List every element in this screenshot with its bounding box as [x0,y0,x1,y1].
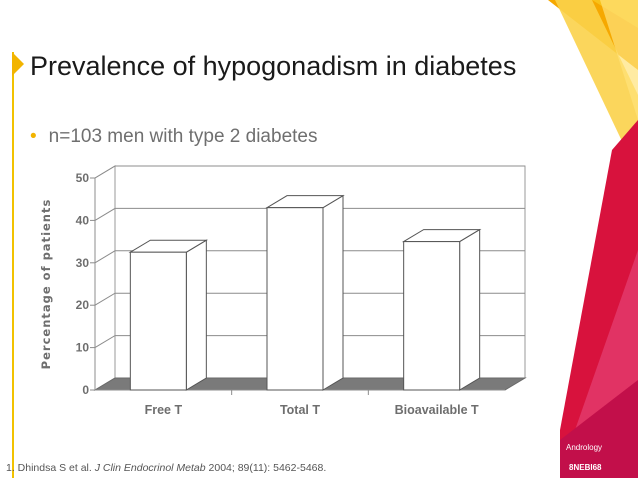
y-tick-label: 0 [82,383,89,397]
x-category-label: Bioavailable T [395,403,479,417]
gridline [94,335,525,349]
footnote: 1. Dhindsa S et al. J Clin Endocrinol Me… [6,462,326,474]
footnote-prefix: 1. Dhindsa S et al. [6,462,95,474]
left-rule [12,52,14,478]
bar-side [185,239,207,391]
bullet-text: n=103 men with type 2 diabetes [48,126,318,147]
x-category-label: Free T [145,403,183,417]
chart-side-wall [94,165,116,391]
title-arrow-icon [12,52,24,76]
bar-side [459,228,481,391]
slide-title: Prevalence of hypogonadism in diabetes [30,51,517,81]
y-axis-label: Percentage of patients [39,199,53,370]
bullet-point: • n=103 men with type 2 diabetes [30,126,317,148]
y-tick-label: 10 [76,341,90,355]
gridline [94,207,525,221]
y-tick-label: 30 [76,256,90,270]
gridline [94,165,525,179]
gridline [94,292,525,306]
bullet-dot-icon: • [30,126,37,147]
y-tick-label: 50 [76,171,90,185]
brand-label: Andrology [566,443,603,452]
footnote-journal: J Clin Endocrinol Metab [94,462,206,474]
brand-code: 8NEBI68 [569,463,602,472]
bar-side [322,194,344,391]
y-tick-label: 20 [76,298,90,312]
x-category-label: Total T [280,403,320,417]
bar [129,251,187,391]
bar [403,241,461,391]
gridline [94,250,525,264]
bar [266,207,324,391]
y-tick-label: 40 [76,213,90,227]
footnote-suffix: 2004; 89(11): 5462-5468. [205,462,327,474]
